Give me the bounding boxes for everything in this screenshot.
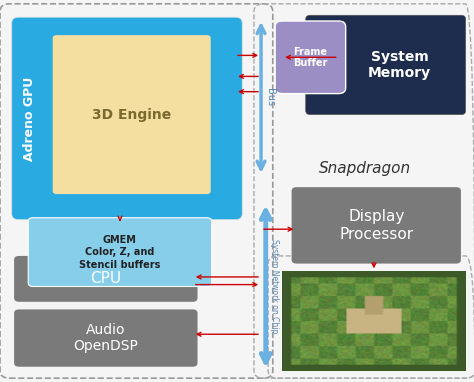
Text: CPU: CPU: [90, 271, 121, 286]
Text: System Network on Chip: System Network on Chip: [270, 239, 279, 334]
Text: Display
Processor: Display Processor: [339, 209, 413, 241]
Text: GMEM
Color, Z, and
Stencil buffers: GMEM Color, Z, and Stencil buffers: [79, 235, 161, 270]
Text: System
Memory: System Memory: [368, 50, 431, 80]
FancyBboxPatch shape: [14, 309, 198, 367]
FancyBboxPatch shape: [14, 256, 198, 302]
FancyBboxPatch shape: [306, 15, 465, 115]
FancyBboxPatch shape: [28, 218, 212, 286]
Text: Adreno GPU: Adreno GPU: [23, 76, 36, 160]
FancyBboxPatch shape: [275, 21, 346, 94]
FancyBboxPatch shape: [53, 35, 211, 194]
FancyBboxPatch shape: [292, 187, 461, 264]
Text: 3D Engine: 3D Engine: [92, 108, 171, 121]
Text: Audio
OpenDSP: Audio OpenDSP: [73, 323, 138, 353]
Text: Frame
Buffer: Frame Buffer: [293, 47, 328, 68]
Text: Bus: Bus: [265, 88, 275, 107]
Text: Snapdragon: Snapdragon: [319, 160, 410, 176]
FancyBboxPatch shape: [12, 17, 242, 220]
